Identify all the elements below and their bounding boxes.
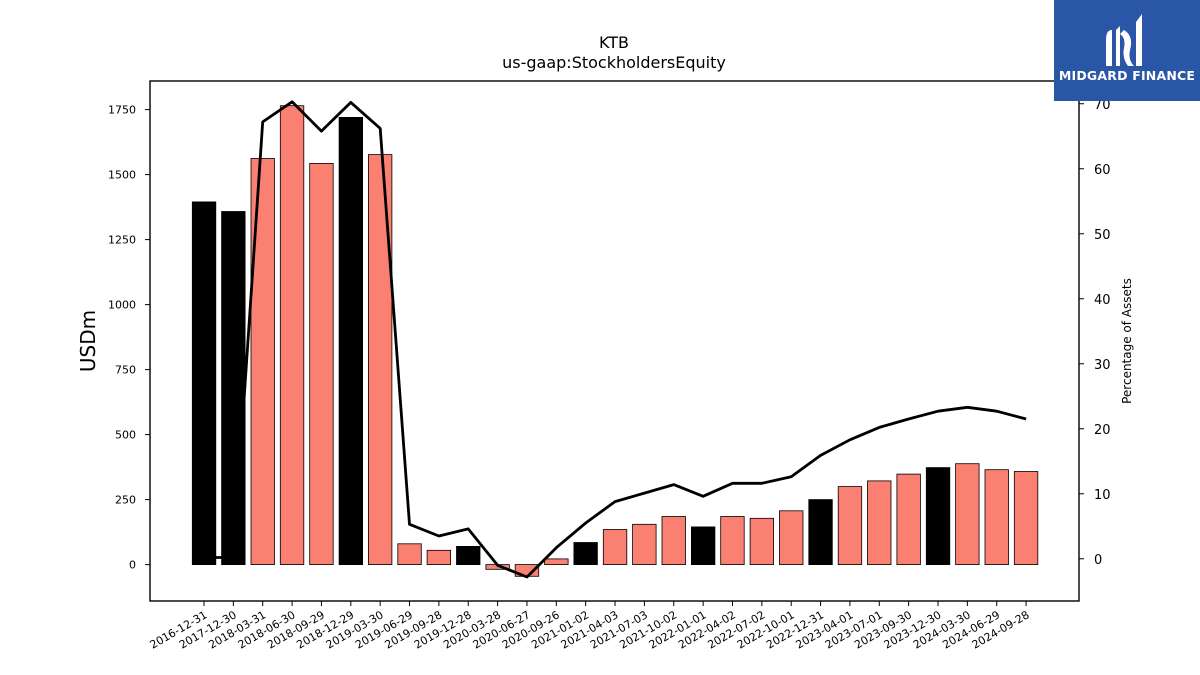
bar-2024-06-29 <box>984 469 1009 566</box>
chart-subtitle: us-gaap:StockholdersEquity <box>502 53 726 72</box>
y2-tick-label: 20 <box>1094 423 1111 438</box>
y2-tick-label: 30 <box>1094 358 1111 373</box>
bar-2023-09-30 <box>896 473 921 566</box>
bar-2021-07-03 <box>632 523 657 565</box>
bar-2024-03-30 <box>955 463 980 566</box>
y-axis-label: USDm <box>76 310 100 372</box>
bar-2020-09-26 <box>544 558 569 566</box>
plot-frame <box>149 80 1080 602</box>
x-axis-ticks: 2016-12-312017-12-302018-03-312018-06-30… <box>148 601 1032 652</box>
bar-2021-04-03 <box>602 529 628 565</box>
y-tick-label: 1750 <box>108 104 136 117</box>
y2-tick-label: 40 <box>1094 293 1111 308</box>
y-tick-label: 1500 <box>108 169 136 182</box>
bar-2023-04-01 <box>837 486 863 566</box>
y2-tick-label: 0 <box>1094 553 1102 568</box>
brand-logo: MIDGARD FINANCE <box>1054 0 1200 101</box>
bar-2022-10-01 <box>779 510 804 565</box>
midgard-logo-icon <box>1106 14 1142 66</box>
y-tick-label: 0 <box>129 559 136 572</box>
y-axis-left-ticks: 0 250 500 750 1000 1250 1500 1750 <box>108 104 150 572</box>
bar-2024-09-28 <box>1013 471 1039 565</box>
y-tick-label: 750 <box>115 364 136 377</box>
y2-tick-label: 70 <box>1094 98 1111 113</box>
bar-2022-07-02 <box>749 517 774 565</box>
bar-2021-01-02 <box>573 542 598 566</box>
bar-2022-04-02 <box>720 516 745 565</box>
bar-2017-12-30 <box>221 211 246 566</box>
y2-axis-label: Percentage of Assets <box>1120 278 1134 404</box>
bar-2019-09-28 <box>426 549 452 565</box>
y2-tick-label: 10 <box>1094 488 1111 503</box>
bar-2023-12-30 <box>925 467 951 566</box>
y-axis-right-ticks: 0 10 20 30 40 50 60 70 <box>1079 98 1111 568</box>
bar-2022-01-01 <box>691 526 716 566</box>
bar-2019-12-28 <box>456 546 481 566</box>
chart-title: KTB <box>599 33 629 52</box>
bar-2019-06-29 <box>397 543 422 565</box>
bar-2023-07-01 <box>867 480 892 565</box>
bar-2018-12-29 <box>338 117 364 566</box>
y-tick-label: 250 <box>115 494 136 507</box>
y2-tick-label: 60 <box>1094 163 1111 178</box>
bar-2019-03-30 <box>367 154 393 566</box>
y-tick-label: 1250 <box>108 234 136 247</box>
series-line-percentage <box>204 100 1027 579</box>
bars-group <box>191 105 1039 577</box>
bar-2022-12-31 <box>808 499 833 566</box>
bar-2018-09-29 <box>309 162 334 566</box>
bar-2018-03-31 <box>250 158 275 566</box>
brand-name: MIDGARD FINANCE <box>1058 68 1196 83</box>
bar-2016-12-31 <box>191 201 217 566</box>
y-tick-label: 1000 <box>108 299 136 312</box>
y2-tick-label: 50 <box>1094 228 1111 243</box>
y-tick-label: 500 <box>115 429 136 442</box>
bar-2021-10-02 <box>661 516 686 565</box>
bar-2018-06-30 <box>279 105 305 565</box>
